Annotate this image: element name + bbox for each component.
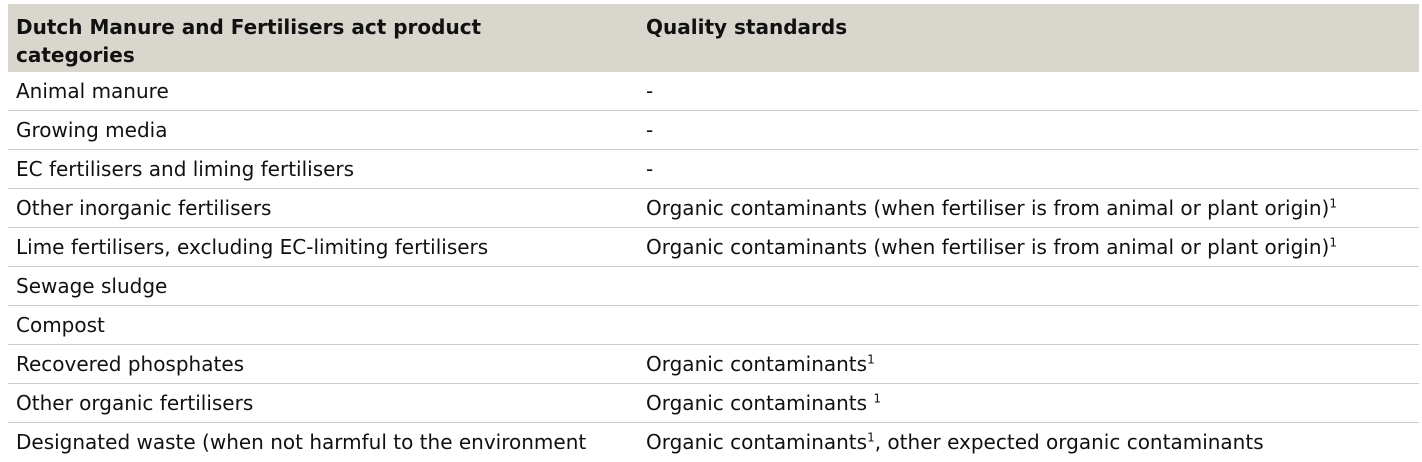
standard-text: - [646, 79, 654, 103]
standard-text: - [646, 157, 654, 181]
fertiliser-quality-table: Dutch Manure and Fertilisers act product… [8, 4, 1419, 461]
table-row: Growing media - [8, 111, 1419, 150]
standard-text: Organic contaminants (when fertiliser is… [646, 196, 1330, 220]
category-cell: Lime fertilisers, excluding EC-limiting … [16, 235, 489, 259]
header-product-categories: Dutch Manure and Fertilisers act product… [16, 15, 482, 67]
category-cell: Growing media [16, 118, 168, 142]
table-row: Designated waste (when not harmful to th… [8, 423, 1419, 461]
category-cell: EC fertilisers and liming fertilisers [16, 157, 355, 181]
footnote-marker: 1 [1329, 235, 1337, 250]
footnote-marker: 1 [867, 430, 875, 445]
table-row: Other organic fertilisers Organic contam… [8, 384, 1419, 423]
standard-cell: Organic contaminants 1 [646, 390, 881, 416]
header-quality-standards: Quality standards [646, 15, 848, 39]
category-cell: Recovered phosphates [16, 352, 245, 376]
standard-text: - [646, 118, 654, 142]
standard-cell: Organic contaminants1, other expected or… [646, 429, 1264, 455]
category-cell: Other organic fertilisers [16, 391, 254, 415]
standard-cell: - [646, 78, 653, 104]
standard-text: Organic contaminants [646, 352, 868, 376]
standard-cell: Organic contaminants1 [646, 351, 875, 377]
table-row: Compost [8, 306, 1419, 345]
standard-cell: - [646, 156, 653, 182]
table-row: Animal manure - [8, 72, 1419, 111]
footnote-marker: 1 [867, 352, 875, 367]
category-cell: Compost [16, 313, 105, 337]
category-cell: Animal manure [16, 79, 169, 103]
table-row: Other inorganic fertilisers Organic cont… [8, 189, 1419, 228]
footnote-marker: 1 [873, 391, 882, 406]
standard-text-after: , other expected organic contaminants [874, 430, 1264, 454]
category-cell: Designated waste (when not harmful to th… [16, 430, 587, 454]
category-cell: Sewage sludge [16, 274, 168, 298]
footnote-marker: 1 [1329, 196, 1337, 211]
standard-cell: - [646, 117, 653, 143]
standard-cell: Organic contaminants (when fertiliser is… [646, 234, 1337, 260]
table-row: EC fertilisers and liming fertilisers - [8, 150, 1419, 189]
standard-text: Organic contaminants [646, 430, 868, 454]
table-row: Sewage sludge [8, 267, 1419, 306]
category-cell: Other inorganic fertilisers [16, 196, 272, 220]
standard-text: Organic contaminants [646, 391, 874, 415]
table-row: Lime fertilisers, excluding EC-limiting … [8, 228, 1419, 267]
standard-text: Organic contaminants (when fertiliser is… [646, 235, 1330, 259]
table-header: Dutch Manure and Fertilisers act product… [8, 4, 1419, 72]
table-row: Recovered phosphates Organic contaminant… [8, 345, 1419, 384]
standard-cell: Organic contaminants (when fertiliser is… [646, 195, 1337, 221]
